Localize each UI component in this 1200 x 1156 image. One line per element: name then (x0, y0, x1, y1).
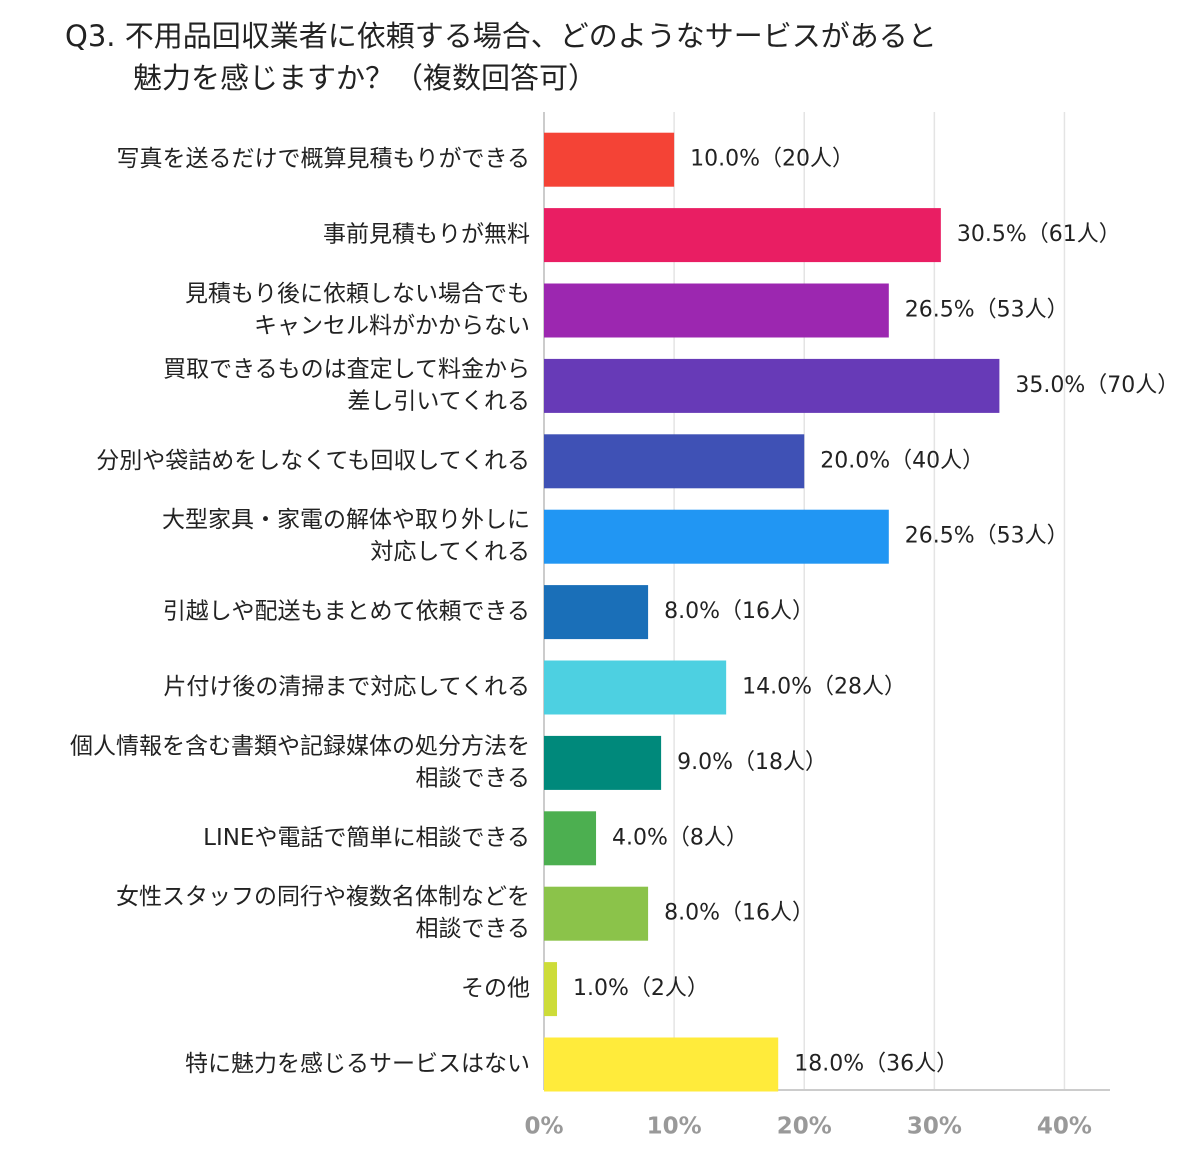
bar (544, 1037, 779, 1092)
y-tick-label: 対応してくれる (370, 539, 530, 565)
value-label: 14.0%（28人） (742, 675, 906, 700)
x-tick-label: 40% (1037, 1114, 1092, 1140)
x-tick-label: 30% (907, 1114, 962, 1140)
bar (544, 358, 1000, 413)
bar (544, 962, 558, 1017)
value-label: 1.0%（2人） (573, 976, 709, 1001)
y-tick-label: 特に魅力を感じるサービスはない (185, 1051, 530, 1077)
x-tick-label: 10% (647, 1114, 702, 1140)
bar (544, 208, 941, 263)
y-tick-label: 見積もり後に依頼しない場合でも (185, 281, 530, 307)
bar (544, 434, 805, 489)
y-tick-label: 差し引いてくれる (347, 388, 530, 414)
y-tick-label: LINEや電話で簡単に相談できる (203, 825, 530, 851)
bar (544, 735, 662, 790)
y-tick-label: その他 (461, 976, 530, 1002)
y-tick-label: 事前見積もりが無料 (323, 222, 530, 248)
value-label: 35.0%（70人） (1015, 373, 1179, 398)
value-label: 30.5%（61人） (957, 222, 1121, 247)
value-label: 26.5%（53人） (905, 298, 1069, 323)
y-tick-label: 相談できる (415, 916, 530, 942)
bar (544, 585, 649, 640)
x-tick-label: 0% (524, 1114, 563, 1140)
x-tick-label: 20% (777, 1114, 832, 1140)
bar (544, 283, 889, 338)
bar (544, 132, 675, 187)
value-label: 20.0%（40人） (820, 448, 984, 473)
bar (544, 509, 889, 564)
y-tick-label: 女性スタッフの同行や複数名体制などを (116, 884, 530, 910)
bar (544, 886, 649, 941)
value-label: 9.0%（18人） (677, 750, 827, 775)
y-tick-label: 写真を送るだけで概算見積もりができる (116, 146, 530, 172)
chart-title: 魅力を感じますか？（複数回答可） (133, 61, 597, 95)
chart-title: Q3. 不用品回収業者に依頼する場合、どのようなサービスがあると (65, 19, 937, 53)
value-label: 8.0%（16人） (664, 901, 814, 926)
y-tick-label: 買取できるものは査定して料金から (163, 356, 530, 382)
value-label: 26.5%（53人） (905, 524, 1069, 549)
value-label: 4.0%（8人） (612, 825, 748, 850)
y-tick-label: 引越しや配送もまとめて依頼できる (163, 599, 530, 625)
y-tick-label: 片付け後の清掃まで対応してくれる (163, 674, 530, 700)
y-tick-label: 分別や袋詰めをしなくても回収してくれる (96, 448, 530, 474)
value-label: 18.0%（36人） (794, 1052, 958, 1077)
bar (544, 660, 727, 715)
y-tick-label: 相談できる (415, 765, 530, 791)
y-tick-label: 大型家具・家電の解体や取り外しに (162, 507, 530, 533)
bar (544, 811, 597, 866)
y-tick-label: 個人情報を含む書類や記録媒体の処分方法を (70, 733, 530, 759)
value-label: 10.0%（20人） (690, 147, 854, 172)
value-label: 8.0%（16人） (664, 599, 814, 624)
y-tick-label: キャンセル料がかからない (254, 313, 530, 339)
